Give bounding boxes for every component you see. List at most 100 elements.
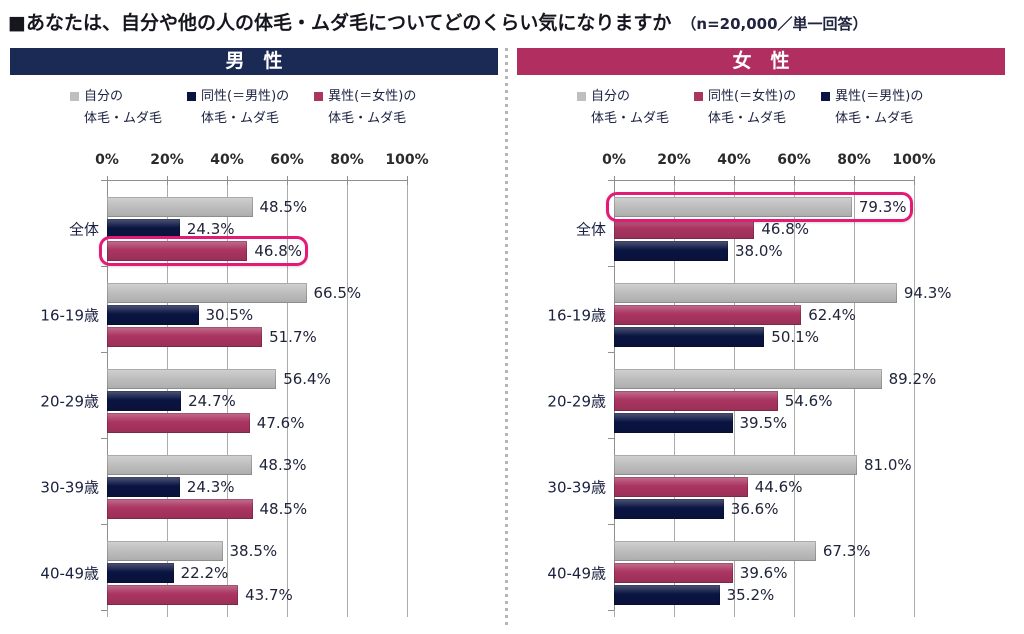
bar-content: 39.5% xyxy=(614,413,787,433)
bar-content: 50.1% xyxy=(614,327,819,347)
bar-row: 46.8% xyxy=(614,219,914,239)
x-axis-tick-label: 40% xyxy=(210,152,244,168)
bar xyxy=(107,563,174,583)
bar-value-label: 38.0% xyxy=(735,242,783,260)
bottom-tick xyxy=(287,610,288,617)
bar-content: 46.8% xyxy=(614,219,809,239)
legend-label: 自分の 体毛・ムダ毛 xyxy=(591,86,669,130)
bar-content: 81.0% xyxy=(614,455,912,475)
bar-group: 全体 48.5% 24.3% 46.8% xyxy=(69,180,407,266)
top-tick xyxy=(614,176,615,185)
top-tick xyxy=(107,176,108,185)
legend-label-line2: 体毛・ムダ毛 xyxy=(328,111,407,126)
bar-value-label: 24.7% xyxy=(188,392,236,410)
bar-value-label: 50.1% xyxy=(771,328,819,346)
bar-value-label: 35.2% xyxy=(726,586,775,604)
bar-value-label: 56.4% xyxy=(283,370,331,388)
bar xyxy=(614,541,816,561)
category-label: 全体 xyxy=(575,220,606,239)
bar xyxy=(614,305,802,325)
category-boundary-tick xyxy=(608,524,614,525)
x-axis-tick-label: 0% xyxy=(95,152,119,168)
bottom-tick xyxy=(407,610,408,617)
bar xyxy=(614,241,728,261)
bar-row: 47.6% xyxy=(107,413,407,433)
top-axis-line xyxy=(614,180,915,181)
bar xyxy=(107,541,223,561)
bottom-tick xyxy=(854,610,855,617)
bar xyxy=(107,241,248,261)
bar-value-label: 66.5% xyxy=(313,284,362,302)
bar xyxy=(614,327,765,347)
top-tick xyxy=(407,176,408,185)
category-label: 40-49歳 xyxy=(547,564,606,583)
bar-value-label: 38.5% xyxy=(229,542,278,560)
bar-value-label: 79.3% xyxy=(858,198,907,216)
x-axis-tick-label: 40% xyxy=(717,152,751,168)
bar xyxy=(614,197,852,217)
bar-row: 46.8% xyxy=(99,236,407,266)
bar-row: 38.5% xyxy=(107,541,407,561)
bar-value-label: 39.6% xyxy=(739,564,788,582)
bar xyxy=(107,219,180,239)
legend-label: 自分の 体毛・ムダ毛 xyxy=(84,86,162,130)
bar-row: 43.7% xyxy=(107,585,407,605)
category-boundary-tick xyxy=(101,352,107,353)
legend-label-line1: 自分の xyxy=(591,89,631,104)
bar-row: 48.5% xyxy=(107,197,407,217)
bar-content: 44.6% xyxy=(614,477,802,497)
bar-content: 48.5% xyxy=(107,499,307,519)
female-bar-chart: 0% 20% 40% 60% 80% 100% 全体 79.3% 46.8% 38.0% 16-19… xyxy=(547,152,952,617)
legend-label-line1: 自分の xyxy=(84,89,124,104)
top-tick xyxy=(854,176,855,185)
legend-label-line2: 体毛・ムダ毛 xyxy=(708,111,787,126)
bar xyxy=(107,455,252,475)
bar-row: 89.2% xyxy=(614,369,936,389)
bar-row: 62.4% xyxy=(614,305,914,325)
bar-group: 30-39歳 48.3% 24.3% 48.5% xyxy=(40,438,407,524)
category-label: 16-19歳 xyxy=(40,306,99,325)
legend-swatch-icon xyxy=(694,92,704,101)
bottom-tick xyxy=(614,610,615,617)
top-tick xyxy=(347,176,348,185)
bar-content: 94.3% xyxy=(614,283,952,303)
bar-content: 38.5% xyxy=(107,541,277,561)
bar xyxy=(614,369,882,389)
category-boundary-tick xyxy=(101,438,107,439)
female-legend: 自分の 体毛・ムダ毛 同性(＝女性)の 体毛・ムダ毛 異性(＝男性)の 体毛・ムダ毛 xyxy=(577,86,923,130)
bar xyxy=(614,499,724,519)
x-axis-tick-label: 100% xyxy=(385,152,429,168)
bar-value-label: 81.0% xyxy=(864,456,912,474)
bar-row: 79.3% xyxy=(606,192,914,222)
top-tick xyxy=(167,176,168,185)
gridline xyxy=(914,180,915,610)
bar-group: 16-19歳 94.3% 62.4% 50.1% xyxy=(547,266,952,352)
x-axis-tick-label: 60% xyxy=(777,152,811,168)
female-panel-header: 女 性 xyxy=(517,48,1005,75)
bar-row: 56.4% xyxy=(107,369,407,389)
gridline xyxy=(347,180,348,610)
category-label: 20-29歳 xyxy=(40,392,99,411)
bar-value-label: 36.6% xyxy=(730,500,779,518)
legend-item: 自分の 体毛・ムダ毛 xyxy=(70,86,162,130)
bar xyxy=(107,477,180,497)
bottom-tick xyxy=(674,610,675,617)
legend-label-line2: 体毛・ムダ毛 xyxy=(835,111,914,126)
legend-label-line1: 異性(＝男性)の xyxy=(835,89,924,104)
top-tick xyxy=(914,176,915,185)
top-tick xyxy=(794,176,795,185)
bar-content: 43.7% xyxy=(107,585,293,605)
bar-content: 46.8% xyxy=(99,236,309,266)
bar-value-label: 24.3% xyxy=(186,220,235,238)
bar-value-label: 94.3% xyxy=(903,284,952,302)
legend-label-line2: 体毛・ムダ毛 xyxy=(84,111,163,126)
bar-row: 30.5% xyxy=(107,305,407,325)
category-label: 16-19歳 xyxy=(547,306,606,325)
bar-content: 36.6% xyxy=(614,499,778,519)
bar-group: 20-29歳 89.2% 54.6% 39.5% xyxy=(547,352,936,438)
bar-value-label: 46.8% xyxy=(761,220,810,238)
bar-row: 24.7% xyxy=(107,391,407,411)
bar-row: 51.7% xyxy=(107,327,407,347)
bar-value-label: 30.5% xyxy=(205,306,254,324)
bar-content: 24.7% xyxy=(107,391,236,411)
